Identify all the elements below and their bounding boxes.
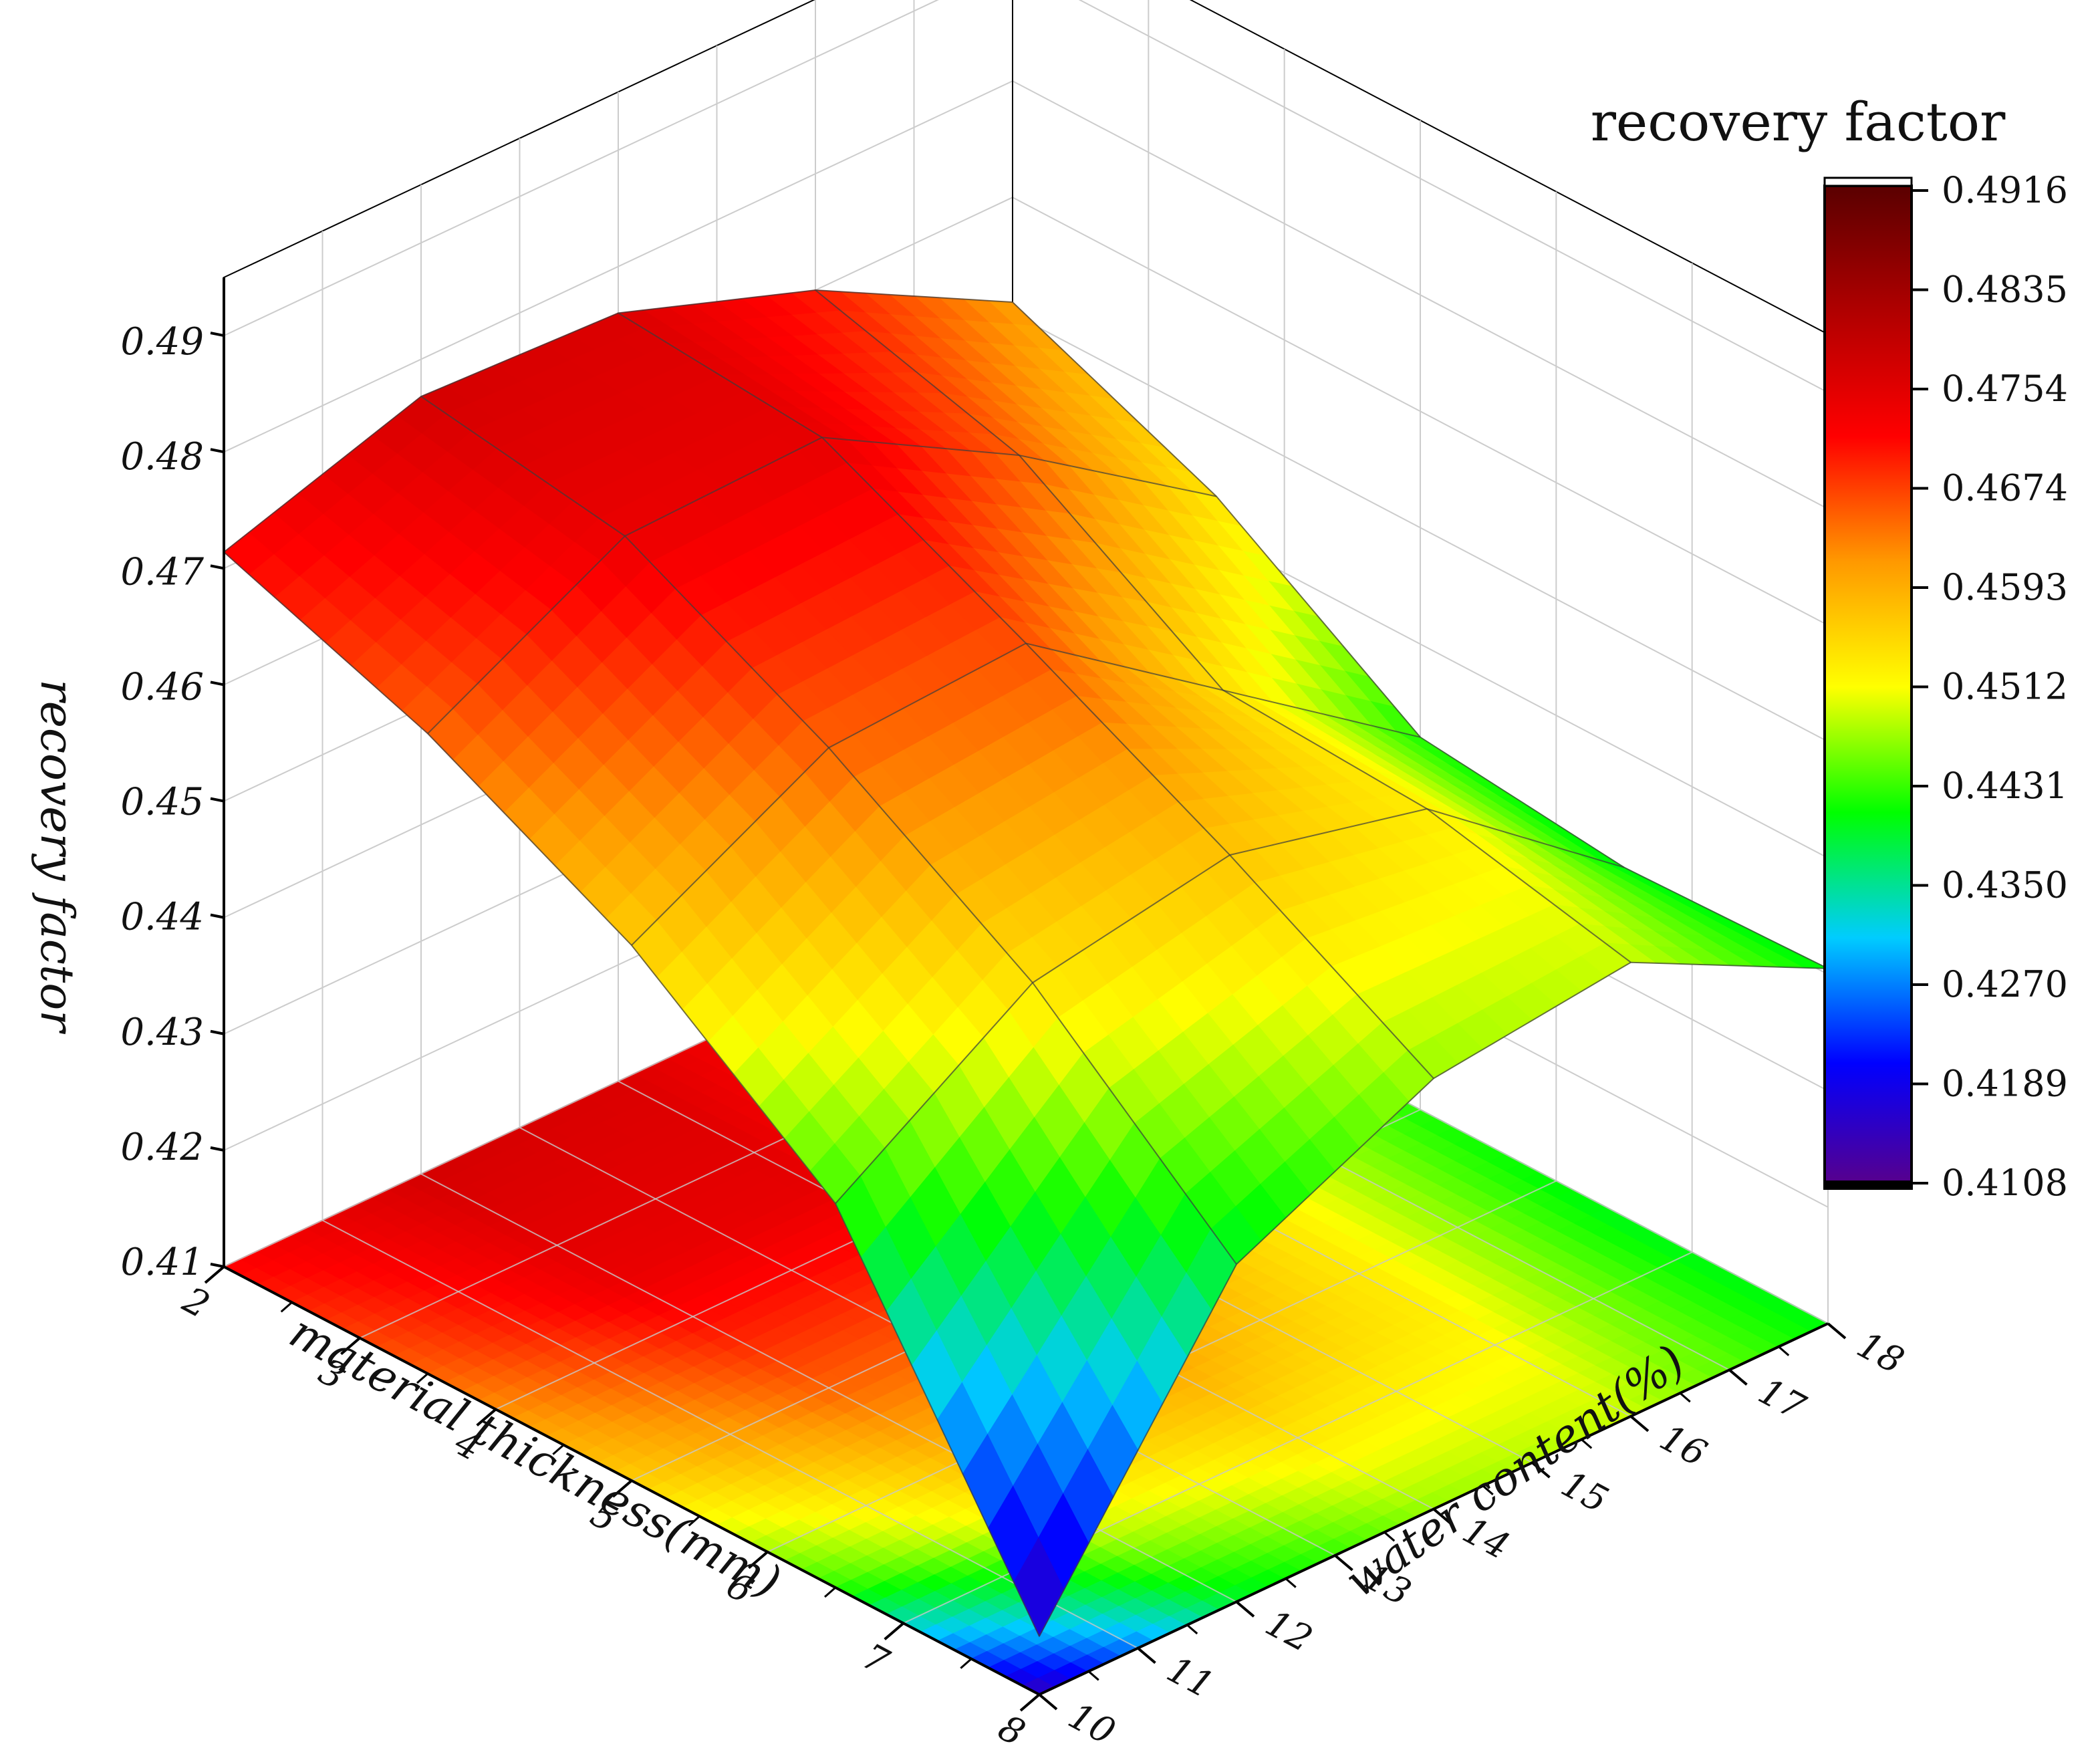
z-axis-title: recovery factor [30, 679, 83, 1034]
y-tick-label: 12 [1259, 1602, 1319, 1660]
colorbar-max-cap [1823, 176, 1913, 187]
x-tick-label: 2 [176, 1278, 217, 1326]
z-tick-label: 0.41 [120, 1241, 204, 1284]
colorbar-tick-label: 0.4916 [1942, 169, 2068, 211]
y-tick-label: 18 [1851, 1324, 1911, 1382]
z-tick [210, 448, 225, 454]
z-tick [210, 797, 225, 803]
colorbar: recovery factor 0.4108 0.4189 0.4270 0.4350… [1591, 91, 2068, 1204]
y-tick-label: 16 [1654, 1416, 1714, 1475]
z-tick [210, 680, 225, 686]
y-tick [1038, 1693, 1058, 1711]
colorbar-tick-label: 0.4189 [1942, 1063, 2068, 1105]
z-tick-label: 0.42 [120, 1126, 204, 1169]
z-tick [210, 1029, 225, 1035]
colorbar-tick-label: 0.4270 [1942, 963, 2068, 1005]
surface-mesh [223, 289, 1829, 1638]
y-minor-tick [1087, 1670, 1099, 1681]
colorbar-min-cap [1825, 1180, 1912, 1190]
x-tick [884, 1622, 904, 1640]
z-tick [210, 913, 225, 919]
y-tick-label: 11 [1160, 1648, 1220, 1707]
colorbar-tick-label: 0.4593 [1942, 566, 2068, 608]
floor-y-gridline [322, 1219, 1138, 1649]
y-tick [1827, 1322, 1847, 1340]
x-tick-label: 7 [856, 1635, 896, 1683]
y-minor-tick [1778, 1346, 1790, 1356]
y-minor-tick [1186, 1624, 1198, 1635]
colorbar-ticks: 0.4108 0.4189 0.4270 0.4350 0.4431 0.4512 0.45… [1912, 169, 2068, 1204]
x-minor-tick [960, 1658, 972, 1669]
y-minor-tick [1679, 1392, 1691, 1403]
z-tick-label: 0.48 [120, 435, 204, 479]
y-tick [1728, 1368, 1748, 1386]
y-tick-label: 17 [1752, 1370, 1813, 1428]
colorbar-gradient [1823, 184, 1913, 1190]
colorbar-tick-label: 0.4674 [1942, 467, 2068, 509]
y-tick [1235, 1600, 1255, 1618]
x-tick [1019, 1693, 1041, 1712]
y-tick [1137, 1647, 1156, 1664]
z-tick-label: 0.43 [120, 1011, 204, 1054]
z-tick [210, 564, 225, 570]
colorbar-tick-label: 0.4835 [1942, 269, 2068, 311]
z-tick-label: 0.44 [120, 896, 204, 939]
colorbar-tick-label: 0.4512 [1942, 666, 2068, 708]
colorbar-tick-label: 0.4754 [1942, 368, 2068, 410]
z-tick-label: 0.45 [120, 781, 204, 824]
x-tick-label: 8 [992, 1707, 1032, 1748]
z-tick-label: 0.46 [120, 665, 204, 709]
z-tick-label: 0.49 [120, 320, 204, 364]
z-tick-label: 0.47 [120, 550, 204, 594]
x-minor-tick [824, 1586, 836, 1598]
z-tick [210, 1146, 225, 1152]
z-tick [210, 332, 225, 338]
z-tick [210, 1263, 225, 1268]
colorbar-tick-label: 0.4108 [1942, 1162, 2068, 1204]
colorbar-title: recovery factor [1591, 91, 2006, 153]
x-tick [204, 1265, 225, 1284]
colorbar-tick-label: 0.4350 [1942, 864, 2068, 906]
y-tick-label: 10 [1062, 1695, 1122, 1748]
y-tick-label: 15 [1555, 1463, 1615, 1521]
colorbar-tick-label: 0.4431 [1942, 765, 2068, 807]
y-minor-tick [1285, 1578, 1297, 1588]
floor-y-gridline [420, 1173, 1237, 1603]
x-minor-tick [280, 1301, 293, 1313]
